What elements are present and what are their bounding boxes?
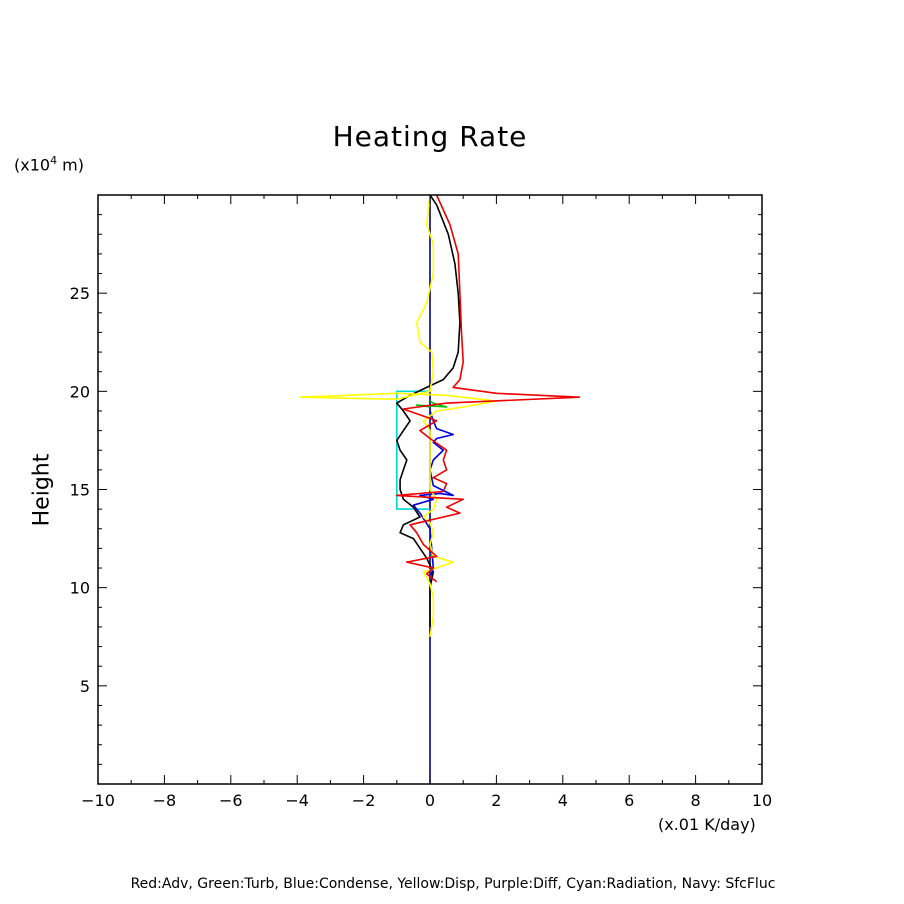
x-tick-label: −10: [81, 791, 115, 810]
series-line-red: [395, 194, 581, 583]
series-line-cyan: [395, 390, 430, 510]
x-tick-label: 4: [558, 791, 568, 810]
x-tick-label: 6: [624, 791, 634, 810]
y-tick-label: 15: [70, 481, 90, 500]
x-tick-label: 2: [491, 791, 501, 810]
series-line-yellow: [299, 194, 498, 637]
x-tick-label: 10: [752, 791, 772, 810]
y-tick-label: 25: [70, 284, 90, 303]
y-tick-label: 20: [70, 382, 90, 401]
x-axis-unit: (x.01 K/day): [658, 815, 756, 834]
series-line-green: [415, 400, 448, 408]
x-tick-label: 8: [691, 791, 701, 810]
x-tick-label: 0: [425, 791, 435, 810]
y-axis-unit: (x104 m): [14, 154, 84, 175]
series-line-black: [395, 194, 461, 627]
x-tick-label: −8: [153, 791, 177, 810]
x-tick-label: −4: [285, 791, 309, 810]
y-tick-label: 10: [70, 579, 90, 598]
x-tick-label: −6: [219, 791, 243, 810]
y-axis-label: Height: [29, 453, 55, 527]
legend-text: Red:Adv, Green:Turb, Blue:Condense, Yell…: [130, 876, 776, 892]
y-tick-label: 5: [80, 677, 90, 696]
chart-title: Heating Rate: [332, 120, 528, 153]
x-tick-label: −2: [352, 791, 376, 810]
